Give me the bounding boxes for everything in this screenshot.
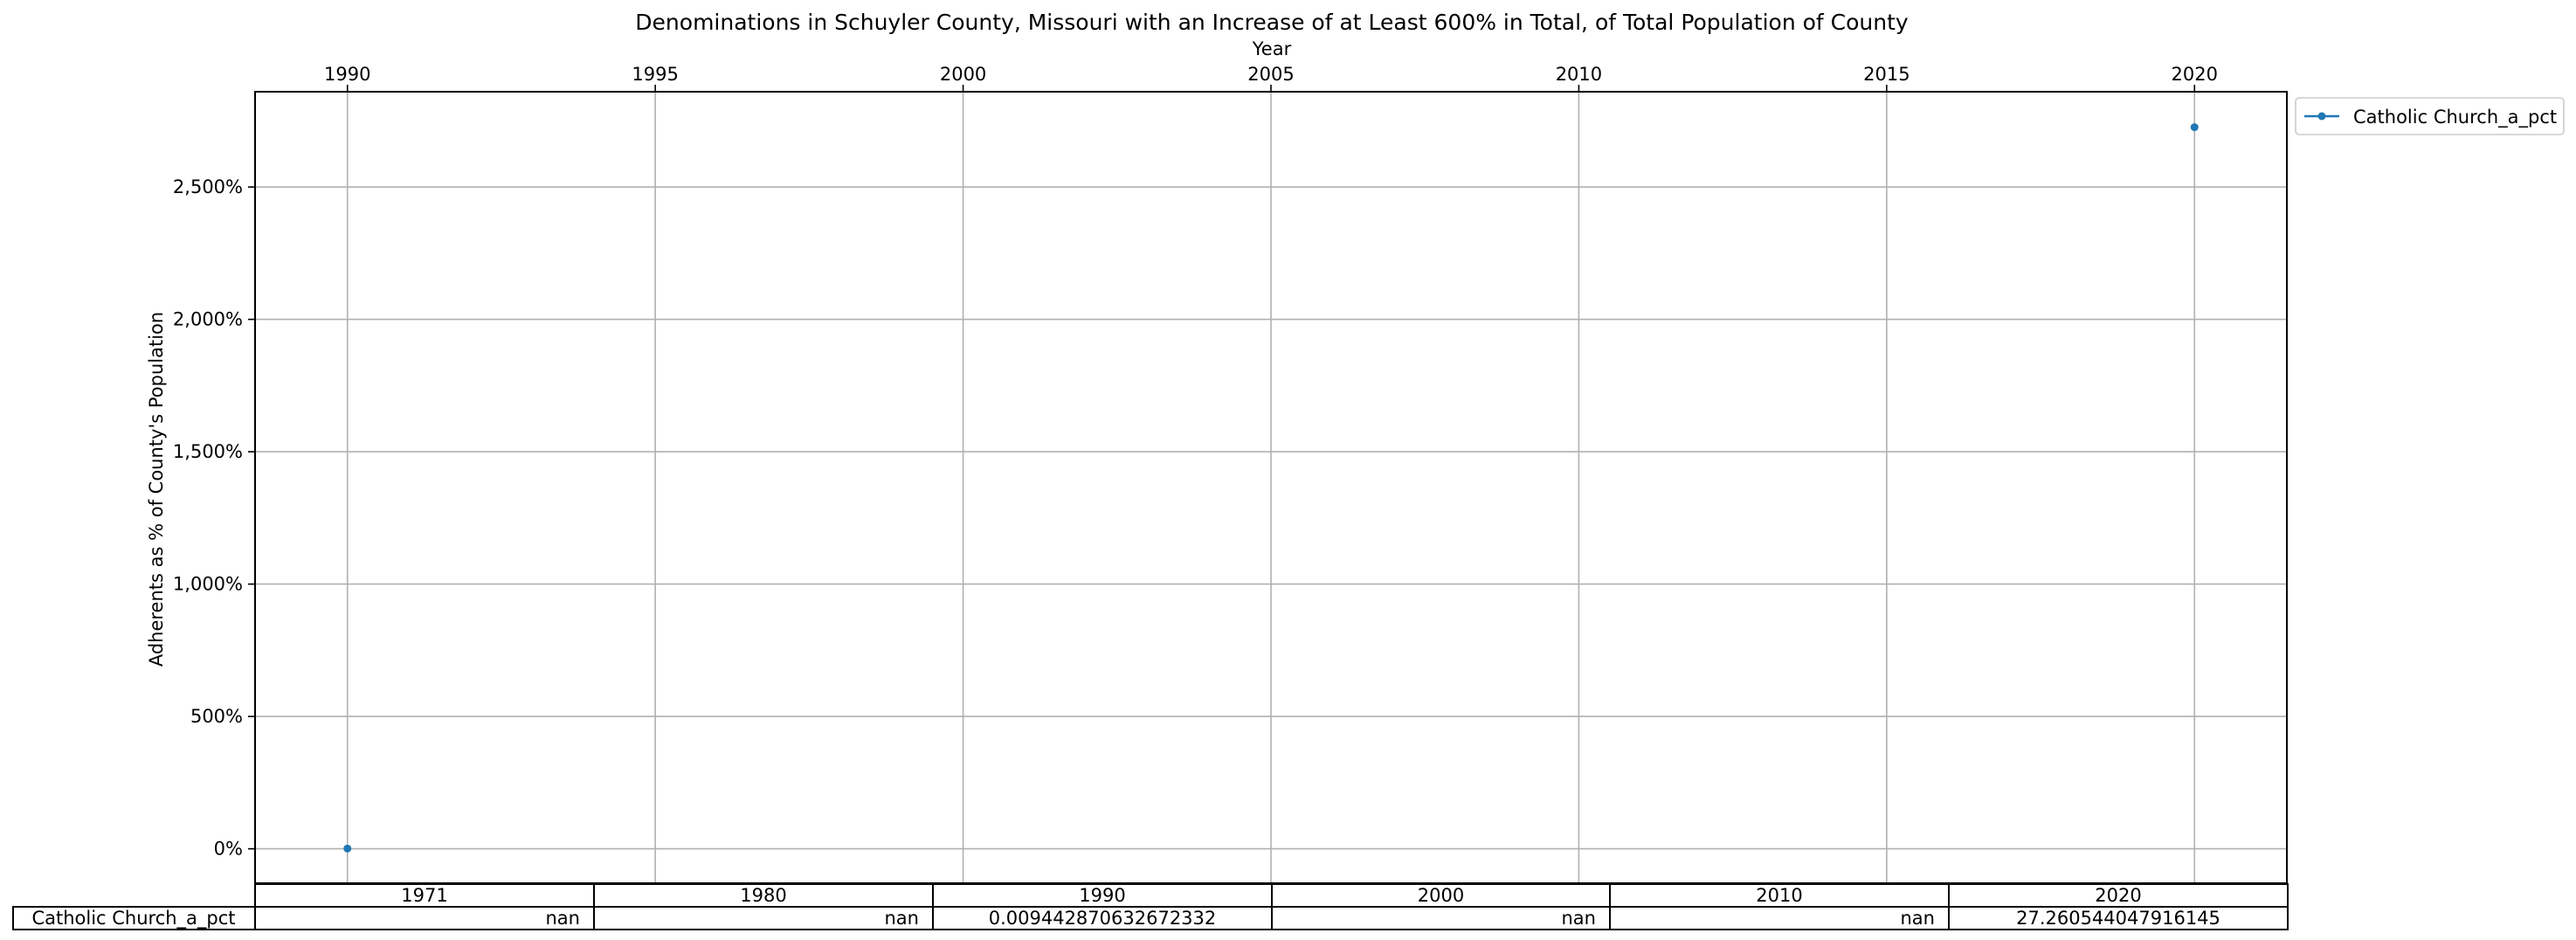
y-tick-label: 0% [214,839,243,860]
table-cell [1271,906,1611,930]
table-header-cell [593,883,934,908]
table-header-label: 2020 [2095,885,2141,906]
table-header-label: 1980 [740,885,786,906]
data-point-2020 [2190,123,2199,132]
x-tick-label: 2020 [2172,64,2218,85]
y-tick-label: 2,500% [173,176,243,197]
table-header-label: 2010 [1756,885,1802,906]
y-tick-label: 500% [190,706,243,727]
table-header-label: 1971 [401,885,447,906]
table-cell-value: 27.260544047916145 [2016,908,2220,929]
x-axis-ticks: 1990 1995 2000 2005 2010 2015 2020 [324,64,2218,92]
x-tick-label: 2000 [940,64,986,85]
chart-title: Denominations in Schuyler County, Missou… [635,10,1909,35]
x-tick-label: 1995 [632,64,678,85]
y-tick-label: 1,500% [173,441,243,462]
y-axis-ticks: 0% 500% 1,000% 1,500% 2,000% 2,500% [173,176,255,860]
table-header-cell [1271,883,1611,908]
table-cell-value: nan [546,908,581,929]
y-tick-label: 1,000% [173,574,243,595]
table-cell [1948,906,2289,930]
y-tick-label: 2,000% [173,309,243,330]
legend-point-marker [2317,112,2326,121]
data-point-1990 [343,844,352,853]
legend: Catholic Church_a_pct [2295,97,2565,135]
x-tick-label: 2010 [1556,64,1602,85]
table-cell [1609,906,1950,930]
data-table: 1971 1980 1990 2000 2010 2020 Catholic Church_… [12,883,2289,930]
grid [255,92,2287,883]
table-cell-value: nan [885,908,920,929]
x-tick-label: 2015 [1863,64,1910,85]
table-header-label: 1990 [1079,885,1125,906]
table-cell [593,906,934,930]
x-tick-label: 1990 [324,64,370,85]
legend-entry-label: Catholic Church_a_pct [2353,107,2557,128]
table-cell-value: nan [1562,908,1597,929]
table-row-label: Catholic Church_a_pct [31,908,235,930]
x-tick-label: 2005 [1247,64,1294,85]
table-cell [254,906,595,930]
y-axis-label: Adherents as % of County's Population [146,312,167,667]
x-axis-label: Year [1252,38,1292,59]
table-cell-value: nan [1901,908,1936,929]
table-header-cell [1948,883,2289,908]
table-header-label: 2000 [1418,885,1464,906]
table-cell-value: 0.009442870632672332 [989,908,1217,929]
legend-box [2295,97,2565,135]
table-cell [932,906,1273,930]
series-layer [343,123,2199,853]
